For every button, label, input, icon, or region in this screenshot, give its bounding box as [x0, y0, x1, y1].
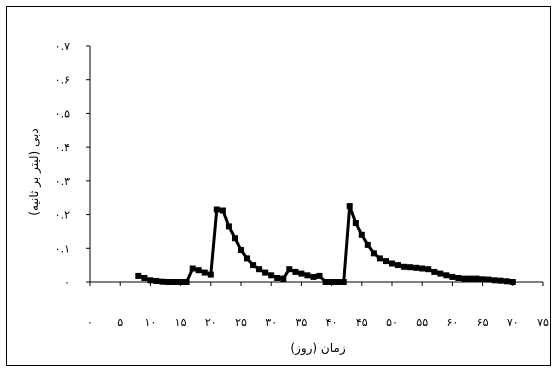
x-tick-label: ۲۵	[235, 316, 247, 329]
data-point	[262, 269, 269, 276]
data-point	[298, 270, 305, 277]
x-tick-label: ۰	[87, 316, 93, 329]
x-tick-label: ۵۰	[386, 316, 398, 329]
x-tick-label: ۱۵	[175, 316, 187, 329]
y-axis-label: دبی (لیتر بر ثانیه)	[27, 128, 42, 215]
data-point	[135, 272, 142, 279]
data-point	[383, 258, 389, 265]
data-point	[177, 279, 184, 285]
data-point	[413, 264, 420, 271]
data-point	[503, 278, 510, 285]
y-tick-label: ۰.۴	[55, 141, 70, 154]
x-tick-label: ۵	[117, 316, 123, 329]
data-point	[310, 273, 317, 280]
data-point	[443, 272, 450, 279]
y-tick-label: ۰.۶	[55, 74, 70, 87]
data-point	[455, 275, 462, 281]
x-tick-label: ۴۰	[326, 316, 338, 329]
chart-frame	[6, 6, 551, 366]
data-point	[485, 276, 492, 283]
data-point	[346, 203, 353, 210]
series-layer	[135, 203, 516, 285]
data-point	[497, 277, 504, 284]
data-point	[376, 255, 383, 262]
x-tick-label: ۲۰	[205, 316, 217, 329]
data-point	[153, 278, 160, 284]
y-tick-label: ۰	[64, 276, 70, 289]
x-tick-label: ۴۵	[356, 316, 368, 329]
data-point	[437, 270, 444, 277]
data-point	[213, 206, 220, 213]
data-point	[407, 264, 414, 271]
data-point	[280, 275, 287, 282]
data-point	[292, 268, 299, 275]
data-point	[491, 277, 498, 284]
data-point	[316, 272, 323, 279]
data-point	[449, 273, 456, 280]
data-point	[431, 268, 438, 275]
data-point	[171, 279, 178, 285]
data-point	[467, 275, 474, 282]
x-tick-label: ۱۰	[144, 316, 156, 329]
data-point	[274, 275, 281, 281]
data-point	[364, 241, 371, 248]
x-tick-label: ۶۵	[477, 316, 489, 329]
x-axis-label: زمان (روز)	[290, 341, 345, 356]
data-point	[479, 276, 486, 283]
data-point	[195, 267, 202, 274]
data-point	[238, 247, 244, 253]
x-tick-label: ۷۰	[507, 316, 519, 329]
y-tick-label: ۰.۵	[55, 107, 70, 120]
x-tick-label: ۳۵	[295, 316, 307, 329]
data-point	[286, 266, 293, 273]
data-point	[256, 266, 263, 273]
data-point	[207, 271, 214, 278]
data-point	[183, 279, 190, 285]
data-point	[425, 266, 432, 273]
data-point	[334, 279, 341, 285]
data-point	[304, 272, 311, 279]
x-tick-label: ۶۰	[446, 316, 458, 329]
data-point	[201, 269, 208, 276]
data-point	[244, 255, 250, 262]
data-point	[370, 250, 377, 257]
data-point	[141, 275, 148, 281]
data-point	[340, 279, 347, 285]
y-tick-label: ۰.۱	[55, 242, 70, 255]
y-axis-ticks: ۰ ۰.۱ ۰.۲ ۰.۳ ۰.۴ ۰.۵ ۰.۶ ۰.۷	[55, 40, 90, 289]
x-axis-ticks: ۰ ۵ ۱۰ ۱۵ ۲۰ ۲۵ ۳۰ ۳۵ ۴۰ ۴۵ ۵۰ ۵۵ ۶۰ ۶۵ ۷۰ ۷۵	[87, 282, 549, 329]
y-tick-label: ۰.۲	[55, 209, 70, 222]
data-point	[401, 263, 408, 270]
data-point	[250, 262, 257, 269]
data-point	[473, 275, 480, 282]
data-point	[395, 262, 401, 269]
x-tick-label: ۷۵	[537, 316, 549, 329]
data-point	[322, 279, 329, 285]
data-point	[419, 265, 426, 272]
data-point	[219, 207, 226, 214]
data-point	[389, 260, 395, 267]
data-point	[232, 235, 238, 242]
data-point	[225, 223, 232, 230]
data-point	[147, 277, 154, 284]
x-tick-label: ۵۵	[416, 316, 428, 329]
data-point	[461, 275, 468, 282]
y-tick-label: ۰.۳	[55, 175, 70, 188]
data-point	[352, 220, 359, 226]
data-point	[165, 279, 172, 285]
data-point	[328, 279, 335, 285]
y-tick-label: ۰.۷	[55, 40, 70, 53]
data-point	[358, 231, 365, 238]
data-point	[189, 265, 196, 272]
chart-axes	[89, 46, 543, 283]
data-point	[268, 272, 275, 279]
data-point	[159, 278, 166, 285]
data-point	[509, 279, 516, 285]
x-tick-label: ۳۰	[265, 316, 277, 329]
